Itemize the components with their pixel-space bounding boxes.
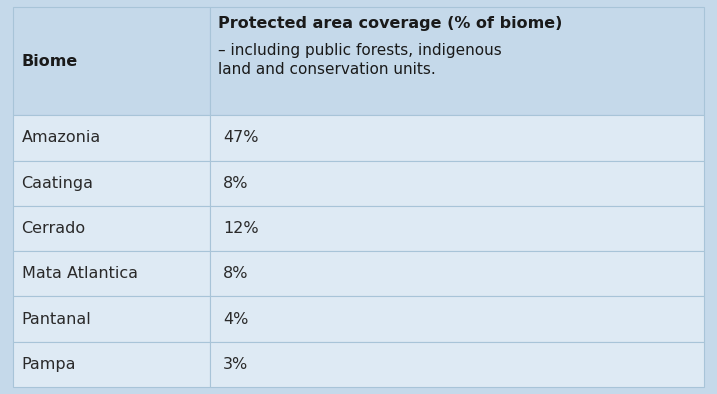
- Bar: [210, 296, 704, 342]
- Text: Biome: Biome: [22, 54, 77, 69]
- Text: 4%: 4%: [223, 312, 248, 327]
- Text: 3%: 3%: [223, 357, 248, 372]
- Bar: [13, 115, 210, 161]
- Bar: [210, 206, 704, 251]
- Bar: [13, 251, 210, 296]
- Bar: [13, 342, 210, 387]
- Text: Cerrado: Cerrado: [22, 221, 85, 236]
- Bar: [13, 161, 210, 206]
- Text: Pampa: Pampa: [22, 357, 76, 372]
- Bar: [13, 296, 210, 342]
- Text: Caatinga: Caatinga: [22, 176, 93, 191]
- Bar: [210, 161, 704, 206]
- Bar: [13, 206, 210, 251]
- Text: 8%: 8%: [223, 176, 248, 191]
- Text: Protected area coverage (% of biome): Protected area coverage (% of biome): [219, 16, 563, 31]
- Text: 12%: 12%: [223, 221, 258, 236]
- Text: Mata Atlantica: Mata Atlantica: [22, 266, 138, 281]
- Bar: [210, 251, 704, 296]
- Bar: [210, 342, 704, 387]
- Bar: [210, 7, 704, 115]
- Bar: [13, 7, 210, 115]
- Text: – including public forests, indigenous
land and conservation units.: – including public forests, indigenous l…: [219, 43, 502, 77]
- Text: Amazonia: Amazonia: [22, 130, 101, 145]
- Text: 8%: 8%: [223, 266, 248, 281]
- Text: Pantanal: Pantanal: [22, 312, 91, 327]
- Bar: [210, 115, 704, 161]
- Text: 47%: 47%: [223, 130, 258, 145]
